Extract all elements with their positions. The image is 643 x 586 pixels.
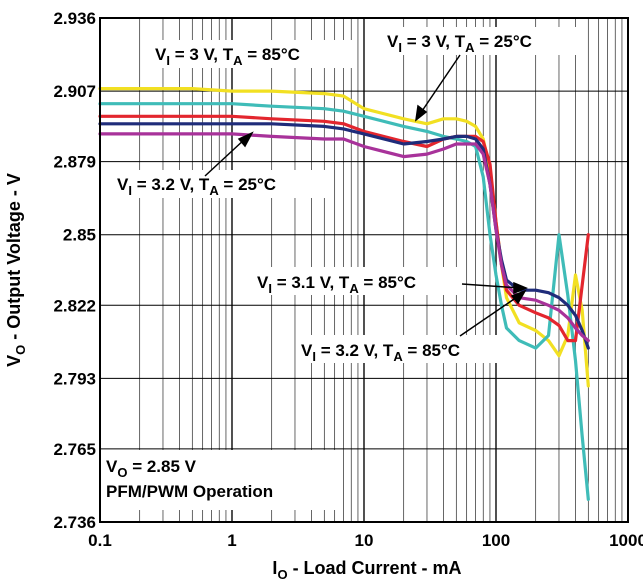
annotation-bg-a3 bbox=[112, 170, 330, 198]
annotation-a5: VI = 3.2 V, TA = 85°C bbox=[301, 341, 460, 364]
series-line-5 bbox=[98, 132, 590, 343]
y-tick-label: 2.936 bbox=[53, 9, 96, 28]
y-tick-label: 2.85 bbox=[63, 226, 96, 245]
y-tick-label: 2.793 bbox=[53, 369, 96, 388]
conditions-line2: PFM/PWM Operation bbox=[106, 482, 273, 501]
annotation-a1: VI = 3 V, TA = 85°C bbox=[155, 45, 300, 68]
y-tick-label: 2.822 bbox=[53, 296, 96, 315]
arrow-a4 bbox=[461, 283, 521, 289]
arrow-a5 bbox=[459, 294, 521, 337]
series-line-4 bbox=[98, 122, 590, 350]
arrow-a2 bbox=[419, 54, 461, 115]
x-tick-label: 100 bbox=[482, 531, 510, 550]
arrowhead-a4 bbox=[513, 281, 528, 295]
arrow-a3 bbox=[204, 137, 247, 177]
x-tick-labels: 0.1 1 10 100 1000 bbox=[88, 531, 643, 550]
plot-frame bbox=[99, 17, 629, 523]
conditions-bg bbox=[102, 450, 336, 510]
y-tick-label: 2.879 bbox=[53, 153, 96, 172]
x-tick-label: 1000 bbox=[609, 531, 643, 550]
annotation-arrows bbox=[204, 54, 528, 337]
series-line-1 bbox=[98, 87, 590, 388]
y-tick-label: 2.736 bbox=[53, 513, 96, 532]
annotation-a3: VI = 3.2 V, TA = 25°C bbox=[117, 175, 276, 198]
annotation-bg-a1 bbox=[150, 40, 355, 68]
series-lines bbox=[98, 87, 590, 501]
y-tick-labels: 2.736 2.765 2.793 2.822 2.85 2.879 2.907 2.936 bbox=[53, 9, 96, 532]
y-tick-label: 2.765 bbox=[53, 440, 96, 459]
arrowhead-a5 bbox=[510, 289, 527, 305]
x-tick-label: 0.1 bbox=[88, 531, 112, 550]
conditions-line1: VO = 2.85 V bbox=[106, 457, 197, 480]
annotation-bg-a2 bbox=[383, 27, 578, 55]
x-axis-title: IO - Load Current - mA bbox=[272, 558, 461, 582]
y-tick-label: 2.907 bbox=[53, 82, 96, 101]
annotation-a2: VI = 3 V, TA = 25°C bbox=[387, 32, 532, 55]
arrowhead-a2 bbox=[414, 104, 428, 122]
y-axis-title: VO - Output Voltage - V bbox=[4, 173, 28, 367]
x-tick-label: 1 bbox=[227, 531, 236, 550]
arrowhead-a3 bbox=[237, 131, 254, 148]
annotation-a4: VI = 3.1 V, TA = 85°C bbox=[257, 273, 416, 296]
annotation-bg-a4 bbox=[252, 267, 462, 295]
grid bbox=[99, 17, 629, 523]
annotation-bg-a5 bbox=[296, 335, 509, 363]
series-line-3 bbox=[98, 114, 590, 343]
x-tick-label: 10 bbox=[355, 531, 374, 550]
